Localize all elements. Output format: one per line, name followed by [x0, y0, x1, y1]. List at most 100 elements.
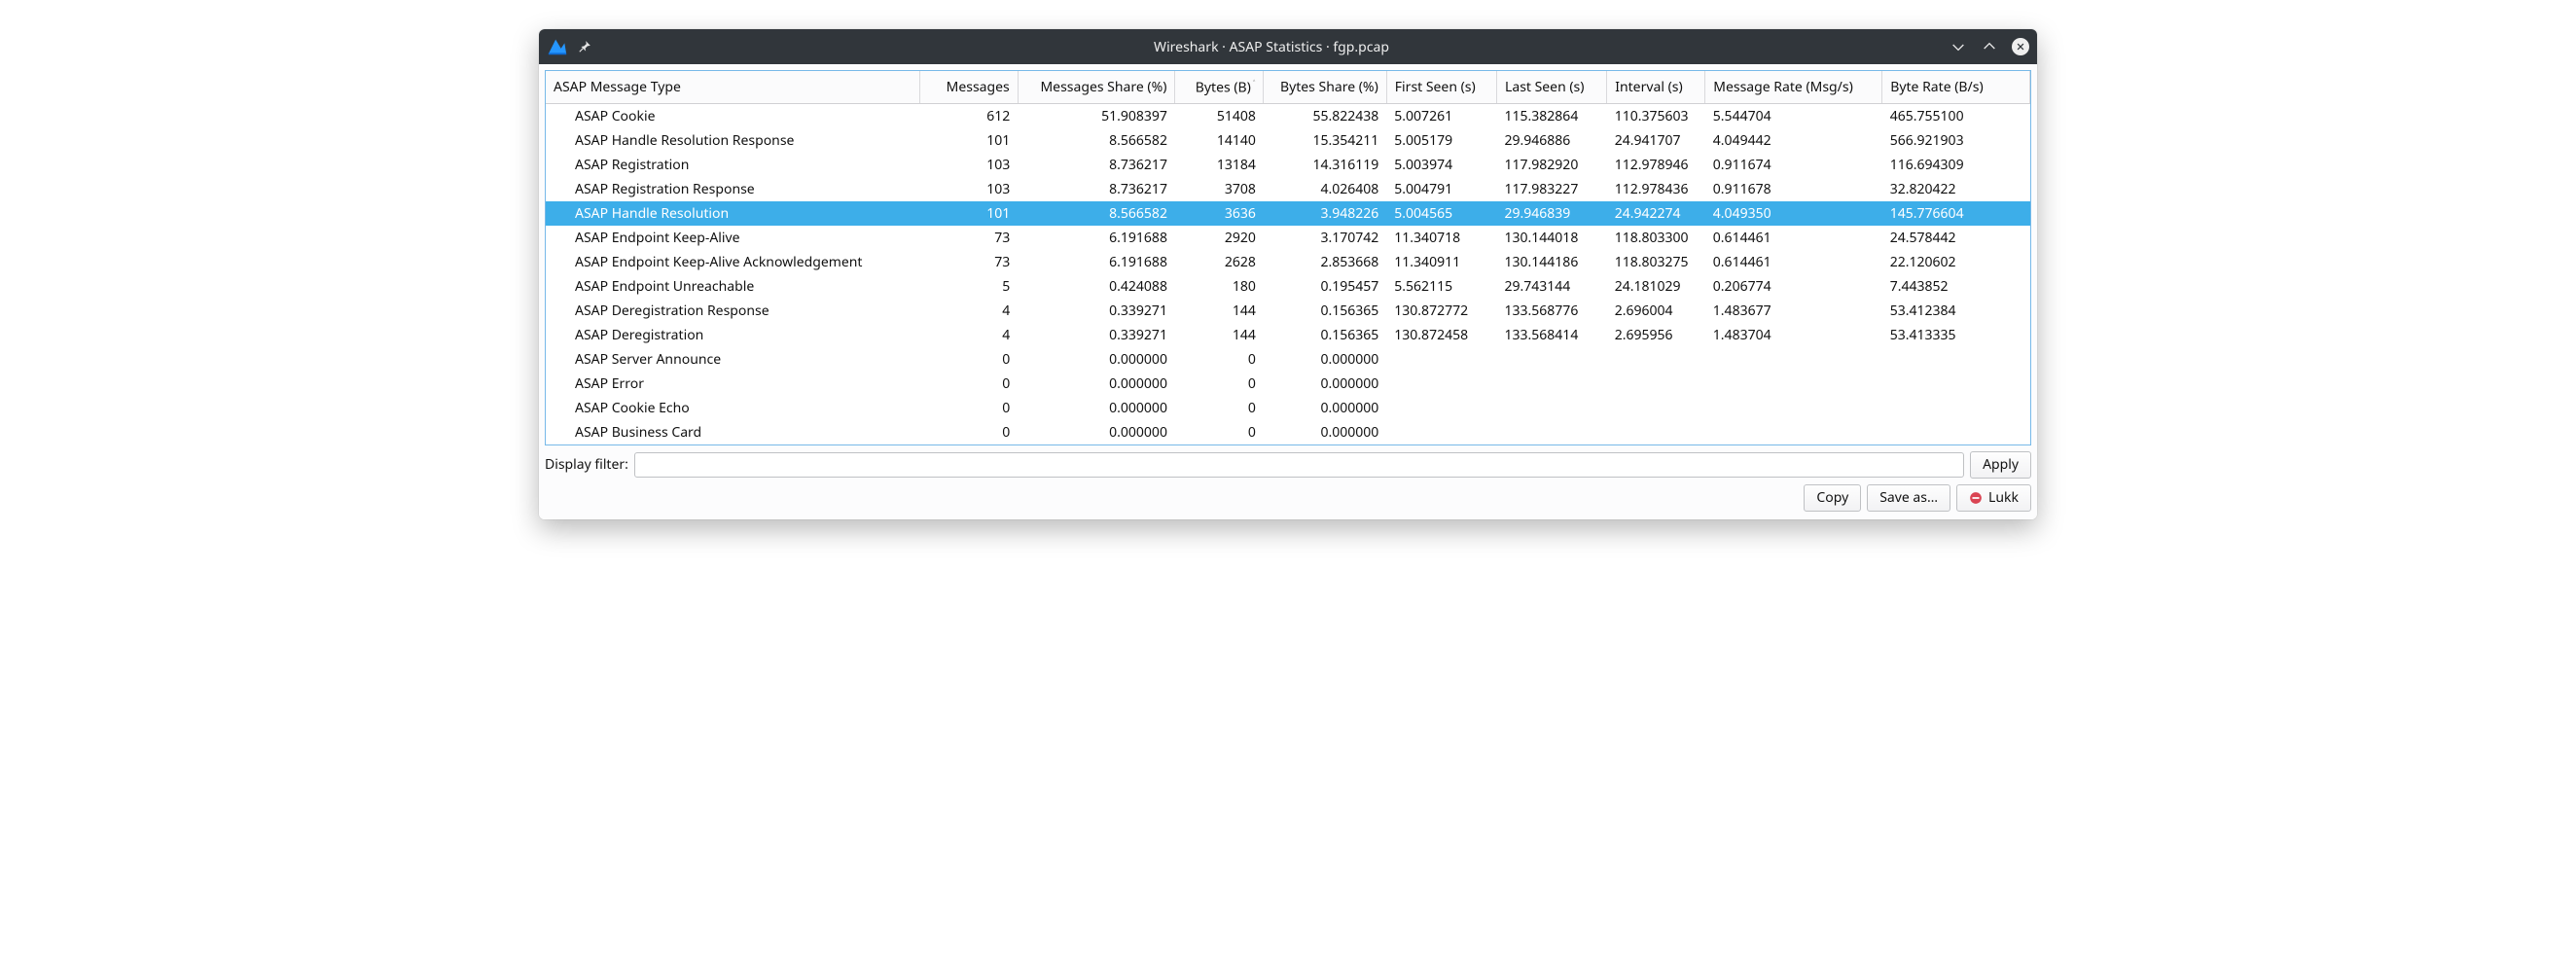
table-cell: 29.946839: [1497, 201, 1607, 226]
table-cell: 55.822438: [1264, 103, 1386, 128]
column-header[interactable]: Bytes Share (%): [1264, 71, 1386, 103]
table-cell: 118.803300: [1607, 226, 1705, 250]
table-cell: 73: [919, 226, 1018, 250]
column-header[interactable]: Message Rate (Msg/s): [1705, 71, 1882, 103]
table-cell: 0: [1175, 347, 1264, 372]
table-cell: 133.568414: [1497, 323, 1607, 347]
table-cell: 24.578442: [1882, 226, 2030, 250]
table-cell: 0.000000: [1264, 347, 1386, 372]
table-cell: 0.424088: [1018, 274, 1175, 299]
table-cell: 14.316119: [1264, 153, 1386, 177]
table-cell: 144: [1175, 323, 1264, 347]
pin-icon[interactable]: [576, 38, 593, 55]
table-cell: 0.156365: [1264, 299, 1386, 323]
table-row[interactable]: ASAP Registration1038.7362171318414.3161…: [546, 153, 2030, 177]
column-header[interactable]: Last Seen (s): [1497, 71, 1607, 103]
table-cell: 29.946886: [1497, 128, 1607, 153]
stats-table[interactable]: ASAP Message TypeMessagesMessages Share …: [546, 71, 2030, 444]
table-cell: 2920: [1175, 226, 1264, 250]
table-cell: 0.339271: [1018, 323, 1175, 347]
table-cell: 0.614461: [1705, 250, 1882, 274]
table-cell: 24.942274: [1607, 201, 1705, 226]
table-cell: 130.872458: [1386, 323, 1496, 347]
table-cell: 5.003974: [1386, 153, 1496, 177]
table-cell: 29.743144: [1497, 274, 1607, 299]
table-cell: [1497, 372, 1607, 396]
table-row[interactable]: ASAP Server Announce00.00000000.000000: [546, 347, 2030, 372]
table-row[interactable]: ASAP Business Card00.00000000.000000: [546, 420, 2030, 444]
table-row[interactable]: ASAP Handle Resolution Response1018.5665…: [546, 128, 2030, 153]
table-row[interactable]: ASAP Registration Response1038.736217370…: [546, 177, 2030, 201]
table-cell: [1386, 372, 1496, 396]
close-button[interactable]: [2012, 38, 2029, 55]
column-header[interactable]: Messages Share (%): [1018, 71, 1175, 103]
table-cell: 612: [919, 103, 1018, 128]
apply-button[interactable]: Apply: [1970, 451, 2031, 479]
table-cell: ASAP Handle Resolution Response: [546, 128, 919, 153]
column-header[interactable]: First Seen (s): [1386, 71, 1496, 103]
maximize-button[interactable]: [1981, 38, 1998, 55]
table-cell: 3.170742: [1264, 226, 1386, 250]
table-cell: ASAP Endpoint Keep-Alive Acknowledgement: [546, 250, 919, 274]
table-cell: [1497, 420, 1607, 444]
table-cell: 8.736217: [1018, 177, 1175, 201]
table-cell: 24.181029: [1607, 274, 1705, 299]
minimize-button[interactable]: [1950, 38, 1967, 55]
table-cell: 5.007261: [1386, 103, 1496, 128]
table-cell: 0: [1175, 396, 1264, 420]
table-cell: 465.755100: [1882, 103, 2030, 128]
message-type-label: ASAP Deregistration Response: [575, 302, 769, 320]
table-cell: 133.568776: [1497, 299, 1607, 323]
table-cell: 0.000000: [1264, 372, 1386, 396]
table-cell: ASAP Deregistration Response: [546, 299, 919, 323]
table-cell: 5.004791: [1386, 177, 1496, 201]
table-cell: 51.908397: [1018, 103, 1175, 128]
column-header[interactable]: Byte Rate (B/s): [1882, 71, 2030, 103]
wireshark-app-icon: [547, 36, 568, 57]
column-header[interactable]: Bytes (B)˄: [1175, 71, 1264, 103]
column-header[interactable]: ASAP Message Type: [546, 71, 919, 103]
copy-button[interactable]: Copy: [1804, 484, 1861, 512]
table-row[interactable]: ASAP Endpoint Keep-Alive736.19168829203.…: [546, 226, 2030, 250]
table-cell: [1705, 396, 1882, 420]
table-cell: 118.803275: [1607, 250, 1705, 274]
table-cell: 0.000000: [1264, 396, 1386, 420]
column-header[interactable]: Interval (s): [1607, 71, 1705, 103]
table-cell: 4: [919, 299, 1018, 323]
table-cell: ASAP Handle Resolution: [546, 201, 919, 226]
table-row[interactable]: ASAP Cookie61251.9083975140855.8224385.0…: [546, 103, 2030, 128]
table-row[interactable]: ASAP Cookie Echo00.00000000.000000: [546, 396, 2030, 420]
table-cell: [1882, 372, 2030, 396]
close-dialog-button-label: Lukk: [1988, 488, 2019, 507]
message-type-label: ASAP Deregistration: [575, 326, 703, 344]
table-row[interactable]: ASAP Handle Resolution1018.56658236363.9…: [546, 201, 2030, 226]
app-window: Wireshark · ASAP Statistics · fgp.pcap A…: [539, 29, 2037, 519]
table-cell: 24.941707: [1607, 128, 1705, 153]
table-cell: 5.004565: [1386, 201, 1496, 226]
table-cell: 7.443852: [1882, 274, 2030, 299]
display-filter-input[interactable]: [634, 452, 1964, 478]
message-type-label: ASAP Cookie Echo: [575, 399, 690, 417]
table-cell: 0: [919, 347, 1018, 372]
table-cell: [1386, 396, 1496, 420]
save-as-button[interactable]: Save as…: [1867, 484, 1950, 512]
table-cell: 2.696004: [1607, 299, 1705, 323]
table-cell: 0: [919, 420, 1018, 444]
table-row[interactable]: ASAP Endpoint Unreachable50.4240881800.1…: [546, 274, 2030, 299]
table-cell: 0.206774: [1705, 274, 1882, 299]
table-row[interactable]: ASAP Error00.00000000.000000: [546, 372, 2030, 396]
message-type-label: ASAP Server Announce: [575, 350, 721, 369]
message-type-label: ASAP Business Card: [575, 423, 701, 442]
table-cell: 53.413335: [1882, 323, 2030, 347]
table-cell: 103: [919, 177, 1018, 201]
message-type-label: ASAP Handle Resolution: [575, 204, 729, 223]
table-row[interactable]: ASAP Deregistration Response40.339271144…: [546, 299, 2030, 323]
table-cell: 5.005179: [1386, 128, 1496, 153]
table-row[interactable]: ASAP Endpoint Keep-Alive Acknowledgement…: [546, 250, 2030, 274]
column-header[interactable]: Messages: [919, 71, 1018, 103]
close-dialog-button[interactable]: Lukk: [1956, 484, 2031, 512]
titlebar: Wireshark · ASAP Statistics · fgp.pcap: [539, 29, 2037, 64]
table-cell: [1705, 420, 1882, 444]
table-row[interactable]: ASAP Deregistration40.3392711440.1563651…: [546, 323, 2030, 347]
table-cell: 0.339271: [1018, 299, 1175, 323]
